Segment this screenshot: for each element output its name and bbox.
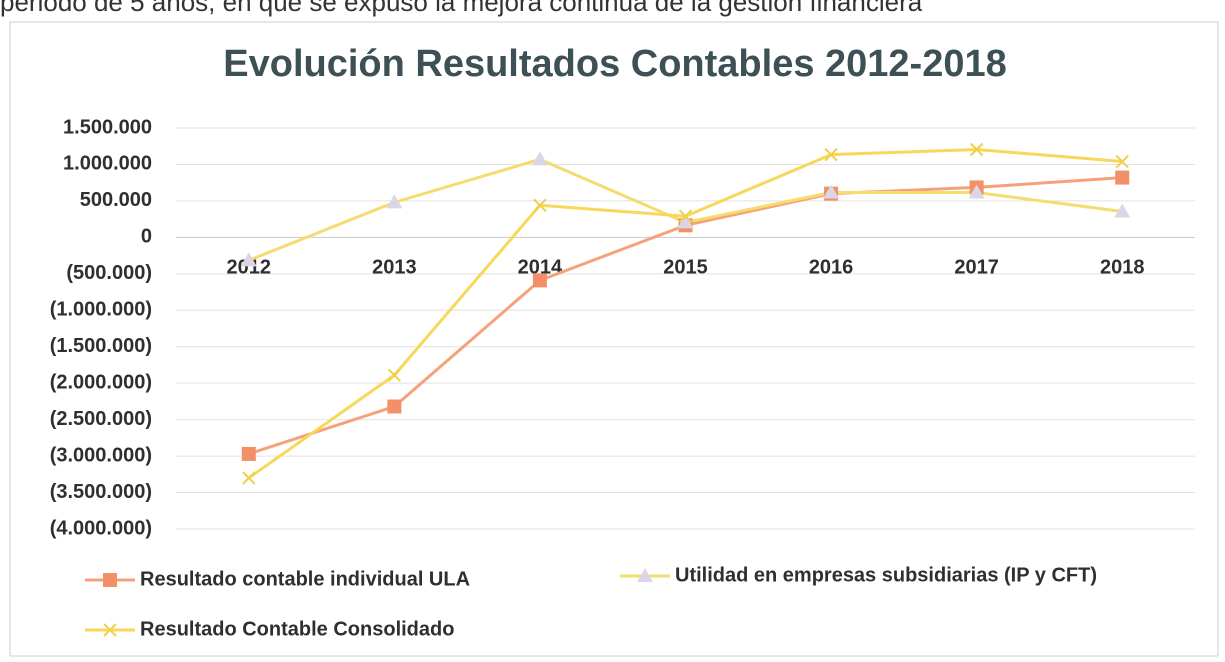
legend-marker bbox=[103, 623, 117, 637]
legend-marker bbox=[637, 568, 653, 582]
data-point bbox=[240, 252, 257, 267]
data-point bbox=[823, 184, 840, 199]
data-point bbox=[241, 446, 256, 461]
y-tick-label: 1.000.000 bbox=[63, 153, 152, 175]
data-point bbox=[242, 471, 256, 485]
data-point bbox=[531, 151, 548, 166]
data-point bbox=[678, 209, 693, 223]
data-point bbox=[968, 184, 985, 199]
data-point bbox=[386, 194, 403, 209]
series-line bbox=[247, 148, 1123, 480]
x-tick-label: 2017 bbox=[954, 257, 999, 279]
data-point bbox=[532, 273, 547, 288]
legend-label: Utilidad en empresas subsidiarias (IP y … bbox=[675, 564, 1097, 586]
y-tick-label: (2.000.000) bbox=[50, 371, 152, 393]
legend-marker bbox=[103, 573, 117, 587]
data-point bbox=[677, 214, 694, 229]
x-tick-label: 2015 bbox=[663, 257, 708, 279]
y-tick-label: (1.500.000) bbox=[50, 335, 152, 357]
x-tick-label: 2013 bbox=[372, 257, 417, 279]
y-tick-label: (500.000) bbox=[66, 262, 152, 284]
x-tick-label: 2012 bbox=[227, 257, 272, 279]
y-tick-label: (4.000.000) bbox=[50, 517, 152, 539]
legend-label: Resultado contable individual ULA bbox=[140, 568, 470, 590]
header-text: periodo de 5 años, en que se expuso la m… bbox=[0, 0, 923, 17]
x-tick-label: 2016 bbox=[809, 257, 854, 279]
y-tick-label: 500.000 bbox=[80, 189, 152, 211]
y-tick-label: 0 bbox=[141, 226, 152, 248]
y-tick-label: (2.500.000) bbox=[50, 408, 152, 430]
data-point bbox=[824, 147, 838, 162]
y-tick-label: (1.000.000) bbox=[50, 299, 152, 321]
data-point bbox=[1115, 170, 1130, 185]
chart-title: Evolución Resultados Contables 2012-2018 bbox=[223, 43, 1007, 85]
data-point bbox=[969, 142, 984, 157]
legend-label: Resultado Contable Consolidado bbox=[140, 618, 454, 640]
data-point bbox=[1114, 203, 1131, 218]
y-tick-label: (3.000.000) bbox=[50, 444, 152, 466]
x-tick-label: 2018 bbox=[1100, 257, 1145, 279]
x-tick-label: 2014 bbox=[518, 257, 563, 279]
data-point bbox=[387, 368, 402, 382]
chart-frame bbox=[9, 21, 1219, 657]
y-tick-label: (3.500.000) bbox=[50, 481, 152, 503]
series-line bbox=[248, 157, 1123, 262]
data-point bbox=[533, 198, 547, 212]
data-point bbox=[1115, 154, 1129, 169]
data-point bbox=[387, 399, 402, 414]
y-tick-label: 1.500.000 bbox=[63, 116, 152, 138]
